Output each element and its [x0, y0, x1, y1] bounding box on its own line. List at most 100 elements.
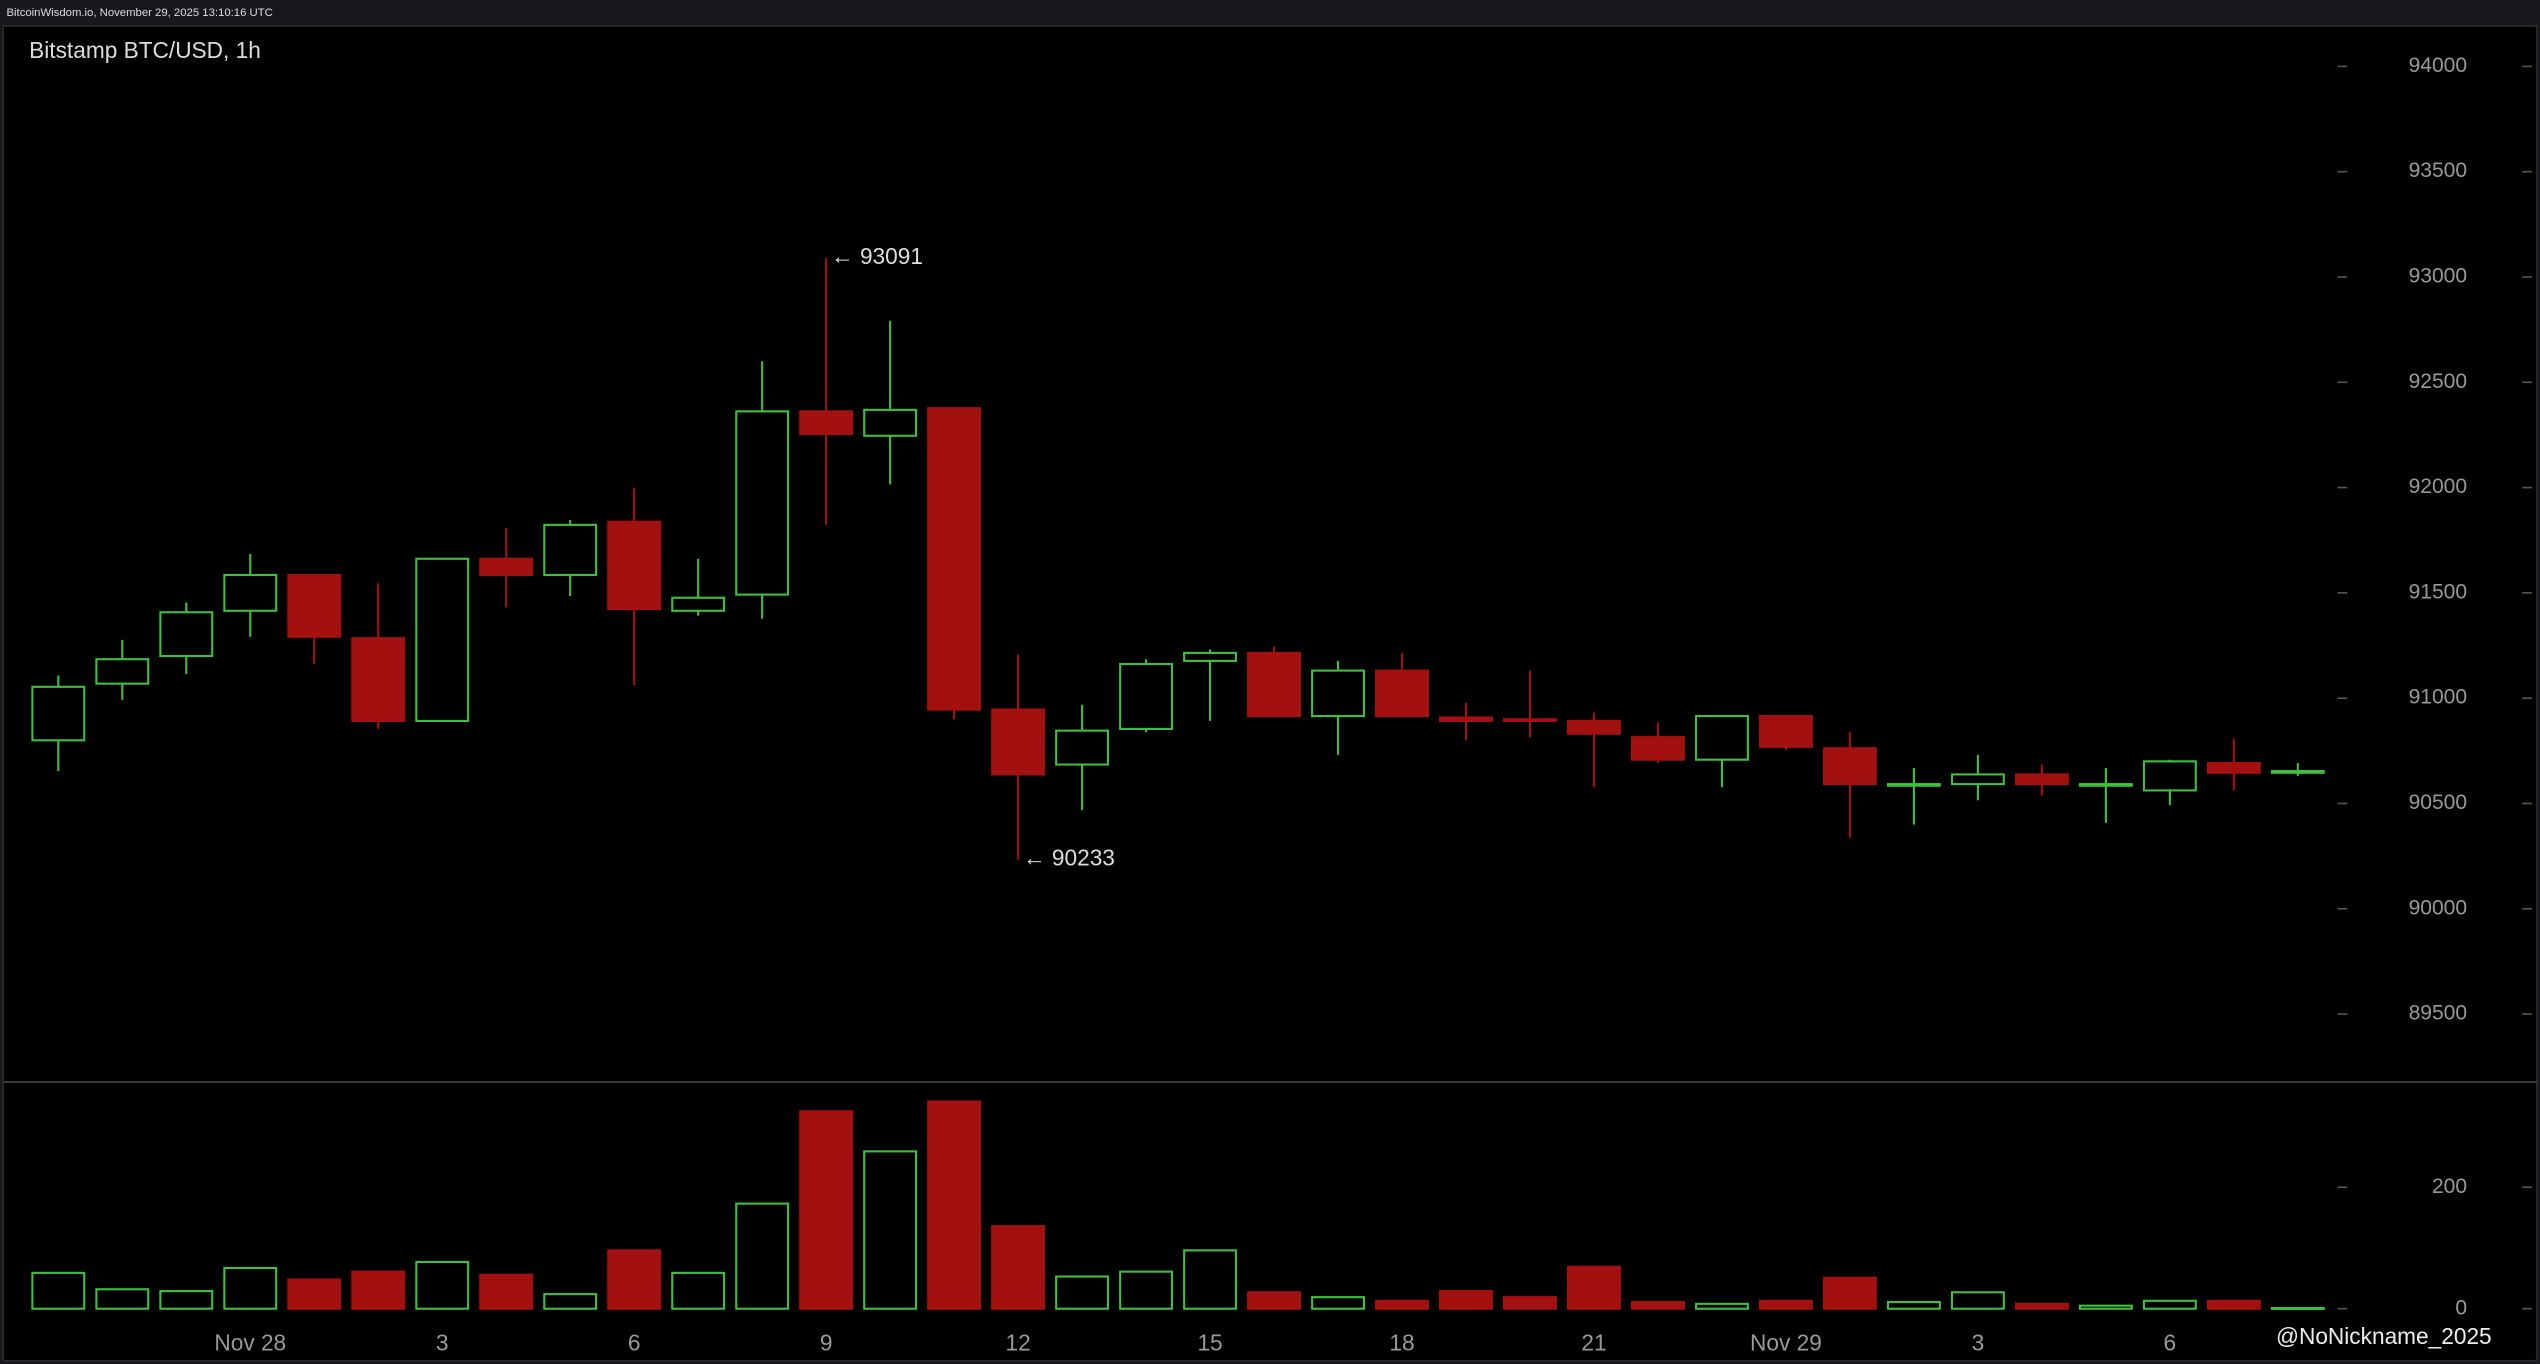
volume-bar [1630, 1300, 1685, 1310]
volume-bar [1119, 1270, 1174, 1310]
x-tick-label: 18 [1389, 1330, 1414, 1356]
y-tick-label: 90500 [2409, 791, 2468, 814]
watermark: @NoNickname_2025 [2276, 1323, 2492, 1349]
candle-body [1247, 651, 1302, 718]
candle-body [2270, 770, 2325, 774]
candle-body [479, 557, 534, 577]
x-tick-label: 15 [1197, 1330, 1222, 1356]
volume-bar [543, 1293, 598, 1310]
candle-body [1375, 669, 1429, 718]
y-tick-label: 0 [2455, 1296, 2467, 1319]
volume-bar [2014, 1302, 2069, 1310]
candle-body [2078, 783, 2133, 787]
candle-body [2142, 760, 2197, 792]
volume-bar [799, 1110, 854, 1310]
candle-body [927, 407, 982, 711]
x-tick-label: 6 [2164, 1330, 2177, 1356]
candle-body [287, 573, 342, 638]
candle-body [799, 410, 854, 436]
volume-bar [2142, 1299, 2197, 1310]
candle-body [991, 708, 1046, 776]
candle-body [31, 685, 86, 742]
x-tick-label: Nov 28 [214, 1330, 286, 1356]
candle-body [1119, 663, 1174, 730]
candle-body [607, 520, 662, 611]
candle-body [95, 658, 150, 685]
y-tick-label: 93000 [2409, 265, 2468, 288]
y-tick-label: 200 [2432, 1175, 2467, 1198]
candle-body [1055, 729, 1110, 766]
x-tick-label: 21 [1581, 1330, 1606, 1356]
candle-body [1311, 669, 1366, 718]
y-tick-label: 91500 [2409, 580, 2468, 603]
volume-bar [1375, 1299, 1429, 1310]
x-tick-label: 6 [628, 1330, 641, 1356]
volume-bar [223, 1266, 278, 1310]
x-tick-label: 3 [1972, 1330, 1985, 1356]
y-tick-label: 91000 [2409, 686, 2468, 709]
volume-bar [2270, 1307, 2325, 1310]
candle-body [1822, 747, 1877, 786]
candle-body [1694, 715, 1749, 761]
volume-bar [1694, 1302, 1749, 1310]
candle-body [1630, 736, 1685, 761]
volume-bar [1758, 1299, 1813, 1310]
x-tick-label: Nov 29 [1750, 1330, 1822, 1356]
volume-bar [735, 1202, 790, 1310]
candle-body [415, 557, 470, 722]
candle-body [1758, 715, 1813, 748]
candle-body [2014, 773, 2069, 786]
volume-bar [1822, 1276, 1877, 1310]
y-tick-label: 93500 [2409, 159, 2468, 182]
candle-body [223, 573, 278, 612]
volume-bar [1183, 1249, 1238, 1310]
volume-bar [607, 1249, 662, 1310]
candle-body [735, 410, 790, 596]
volume-bar [1567, 1265, 1621, 1310]
volume-bar [2078, 1304, 2133, 1310]
x-tick-label: 3 [436, 1330, 449, 1356]
candle-body [543, 523, 598, 577]
candle-body [351, 637, 406, 722]
volume-bar [415, 1260, 470, 1310]
x-tick-label: 12 [1006, 1330, 1031, 1356]
candle-body [1503, 718, 1557, 722]
chart-title: Bitstamp BTC/USD, 1h [29, 37, 261, 63]
volume-bar [863, 1150, 918, 1310]
header: BitcoinWisdom.io, November 29, 2025 13:1… [6, 7, 272, 19]
y-tick-label: 89500 [2409, 1002, 2468, 1025]
volume-bar [1503, 1296, 1557, 1310]
volume-bar [1055, 1275, 1110, 1310]
volume-bar [1247, 1291, 1302, 1310]
candle-body [2206, 761, 2261, 774]
volume-bar [95, 1288, 150, 1310]
volume-bar [1950, 1291, 2005, 1310]
volume-bar [927, 1100, 982, 1310]
volume-bar [1886, 1300, 1941, 1310]
volume-bar [31, 1271, 86, 1310]
volume-bar [2206, 1299, 2261, 1310]
candle-body [1439, 716, 1493, 722]
candle-body [671, 596, 726, 612]
volume-bar [159, 1290, 214, 1310]
volume-bar [351, 1270, 406, 1310]
annotation: ← 90233 [1023, 845, 1115, 871]
y-tick-label: 92000 [2409, 475, 2468, 498]
x-tick-label: 9 [820, 1330, 833, 1356]
candle-body [1183, 651, 1238, 662]
volume-bar [1439, 1290, 1493, 1310]
candle-body [1950, 773, 2005, 786]
candle-body [1886, 783, 1941, 787]
volume-bar [479, 1273, 534, 1310]
y-tick-label: 94000 [2409, 54, 2468, 77]
candle-body [863, 408, 918, 437]
annotation: ← 93091 [831, 243, 923, 269]
y-tick-label: 92500 [2409, 370, 2468, 393]
volume-bar [991, 1225, 1046, 1310]
volume-bar [287, 1278, 342, 1310]
candle-body [1567, 719, 1621, 735]
candle-body [159, 611, 214, 658]
volume-bar [1311, 1296, 1366, 1310]
volume-bar [671, 1271, 726, 1310]
